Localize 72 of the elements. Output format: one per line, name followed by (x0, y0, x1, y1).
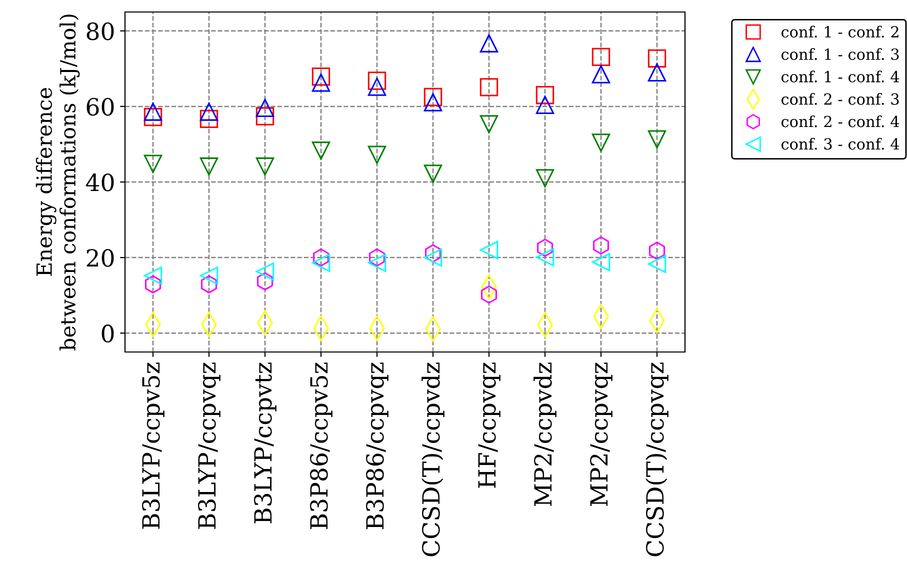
point (368, 72, 386, 90)
legend-label: conf. 2 - conf. 4 (781, 115, 900, 128)
point (649, 242, 665, 260)
point (424, 88, 442, 106)
x-tick-label: B3P86/ccpv5z (310, 362, 332, 530)
point (369, 248, 385, 267)
legend-label: conf. 1 - conf. 2 (781, 26, 898, 38)
x-tick-label: CCSD(T)/ccpvqz (646, 362, 668, 556)
point (536, 169, 554, 188)
point (592, 65, 610, 84)
point (536, 86, 554, 104)
y-tick-label: 40 (86, 173, 114, 192)
point (368, 254, 386, 272)
point (592, 252, 610, 272)
x-tick-label: B3LYP/ccpvqz (198, 362, 220, 529)
point (257, 272, 273, 290)
y-tick-label: 0 (102, 324, 114, 342)
point (425, 244, 441, 262)
x-tick-label: MP2/ccpvqz (590, 362, 612, 506)
x-tick-label: B3LYP/ccpv5z (142, 362, 164, 529)
point (480, 34, 498, 52)
x-tick-label: B3LYP/ccpvtz (254, 362, 276, 524)
point (424, 164, 442, 183)
point (537, 238, 553, 257)
point (145, 275, 161, 294)
point (424, 248, 442, 267)
point (144, 102, 162, 121)
point (312, 254, 330, 272)
point (256, 98, 274, 118)
point (256, 157, 274, 176)
point (480, 78, 498, 96)
point (200, 102, 218, 121)
x-tick-label: B3P86/ccpvqz (366, 362, 388, 530)
point (312, 142, 330, 160)
point (144, 154, 162, 173)
point (312, 74, 330, 92)
x-tick-label: CCSD(T)/ccpvdz (422, 362, 444, 556)
point (368, 146, 386, 164)
legend-label: conf. 3 - conf. 4 (781, 138, 900, 150)
point (648, 254, 666, 274)
point (201, 275, 217, 294)
point (481, 285, 497, 304)
point (592, 48, 610, 66)
point (480, 115, 498, 134)
point (536, 248, 554, 266)
legend-label: conf. 1 - conf. 3 (781, 48, 899, 60)
point (144, 108, 162, 126)
point (593, 236, 609, 255)
point (313, 248, 329, 267)
x-tick-label: MP2/ccpvdz (534, 362, 556, 506)
legend-label: conf. 1 - conf. 4 (781, 70, 900, 82)
point (312, 68, 330, 86)
point (592, 134, 610, 152)
y-tick-label: 20 (86, 249, 114, 267)
point (648, 130, 666, 148)
point (648, 63, 666, 82)
point (200, 266, 218, 285)
point (144, 266, 162, 285)
point (424, 93, 442, 112)
y-axis-title: Energy difference between conformations (kJ/mol) (36, 14, 80, 350)
point (536, 96, 554, 114)
point (368, 78, 386, 96)
point (256, 107, 274, 126)
y-tick-label: 80 (86, 22, 114, 40)
point (256, 262, 274, 281)
x-tick-label: HF/ccpvqz (478, 362, 500, 488)
y-tick-label: 60 (86, 98, 114, 116)
point (200, 157, 218, 176)
legend-label: conf. 2 - conf. 3 (781, 93, 899, 105)
point (200, 110, 218, 128)
point (480, 240, 498, 260)
point (648, 49, 666, 68)
